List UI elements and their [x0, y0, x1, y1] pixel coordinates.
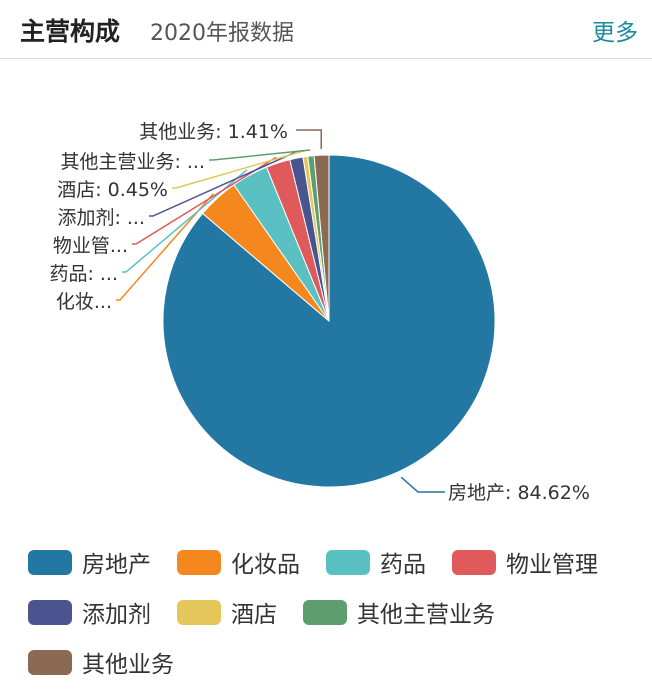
legend-swatch [177, 599, 221, 625]
legend-item-7[interactable]: 其他业务 [28, 645, 174, 679]
label-line-6 [209, 149, 311, 161]
legend: 房地产 化妆品 药品 物业管理添加剂 酒店 其他主营业务其他业务 [28, 545, 648, 679]
slice-label-2: 药品: ... [49, 263, 118, 285]
legend-label: 药品 [380, 552, 426, 578]
legend-swatch [28, 599, 72, 625]
pie-slice-7[interactable] [313, 154, 330, 322]
pie-chart: 房地产: 84.62% 化妆... 药品: ... 物业管... 添加剂: ... 酒店:… [49, 121, 590, 504]
legend-item-6[interactable]: 其他主营业务 [303, 595, 495, 629]
legend-label: 房地产 [82, 552, 151, 578]
label-line-0 [400, 476, 445, 493]
legend-label: 其他主营业务 [357, 602, 495, 628]
label-line-4 [149, 151, 296, 217]
slice-label-1: 化妆... [56, 291, 112, 313]
subtitle: 2020年报数据 [150, 21, 294, 46]
legend-label: 物业管理 [506, 552, 598, 578]
legend-swatch [452, 549, 496, 575]
legend-swatch [326, 549, 370, 575]
page-title: 主营构成 [20, 17, 121, 46]
legend-label: 添加剂 [82, 602, 151, 628]
legend-item-2[interactable]: 药品 [326, 545, 426, 579]
label-line-1 [116, 193, 214, 301]
label-line-2 [122, 169, 248, 273]
legend-swatch [303, 599, 347, 625]
legend-label: 酒店 [231, 602, 277, 628]
legend-label: 化妆品 [231, 552, 300, 578]
label-line-3 [132, 156, 277, 245]
more-link[interactable]: 更多 [592, 20, 638, 46]
slice-label-6: 其他主营业务: ... [60, 151, 205, 173]
label-line-7 [296, 129, 322, 150]
slice-label-5: 酒店: 0.45% [57, 179, 168, 201]
legend-item-0[interactable]: 房地产 [28, 545, 151, 579]
legend-item-3[interactable]: 物业管理 [452, 545, 598, 579]
slice-label-4: 添加剂: ... [57, 207, 145, 229]
slice-label-0: 房地产: 84.62% [448, 482, 590, 504]
legend-item-4[interactable]: 添加剂 [28, 595, 151, 629]
legend-label: 其他业务 [82, 652, 174, 678]
legend-item-1[interactable]: 化妆品 [177, 545, 300, 579]
legend-swatch [177, 549, 221, 575]
legend-swatch [28, 549, 72, 575]
header: 主营构成 2020年报数据 更多 [0, 0, 652, 59]
legend-swatch [28, 649, 72, 675]
slice-label-3: 物业管... [53, 235, 128, 257]
slice-label-7: 其他业务: 1.41% [139, 121, 288, 143]
legend-item-5[interactable]: 酒店 [177, 595, 277, 629]
label-line-5 [172, 150, 305, 189]
